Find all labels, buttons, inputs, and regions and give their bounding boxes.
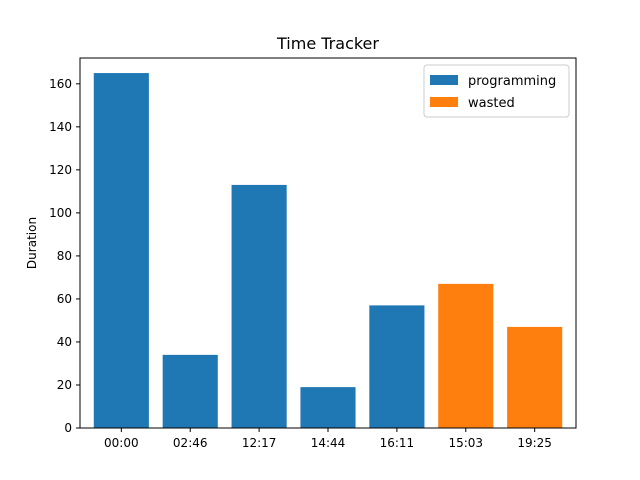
x-tick-label: 00:00	[104, 436, 139, 450]
bar-1217-programming	[231, 184, 287, 428]
x-tick-label: 12:17	[242, 436, 277, 450]
bar-1503-wasted	[438, 283, 494, 428]
legend-swatch-programming	[430, 75, 458, 85]
legend-label-programming: programming	[468, 74, 556, 89]
y-tick-label: 80	[57, 249, 72, 263]
bar-0246-programming	[162, 354, 218, 428]
legend-box	[423, 64, 570, 118]
x-axis: 00:00 02:46 12:17 14:44 16:11 15:03 19:25	[104, 428, 552, 450]
y-tick-label: 60	[57, 292, 72, 306]
chart-title: Time Tracker	[276, 34, 379, 53]
bar-1444-programming	[300, 387, 356, 428]
bar-0000-programming	[93, 73, 149, 428]
plot-frame	[79, 57, 577, 429]
bars-group	[93, 73, 563, 428]
y-axis: 0 20 40 60 80 100 120 140 160	[49, 77, 80, 435]
y-tick-label: 120	[49, 163, 72, 177]
y-tick-label: 40	[57, 335, 72, 349]
x-tick-label: 16:11	[380, 436, 415, 450]
x-tick-label: 15:03	[448, 436, 483, 450]
x-tick-label: 02:46	[173, 436, 208, 450]
y-axis-label: Duration	[25, 217, 39, 269]
legend: programming wasted	[423, 64, 570, 118]
y-tick-label: 100	[49, 206, 72, 220]
bar-1611-programming	[369, 305, 425, 428]
x-tick-label: 14:44	[311, 436, 346, 450]
y-tick-label: 160	[49, 77, 72, 91]
y-tick-label: 140	[49, 120, 72, 134]
y-tick-label: 0	[64, 421, 72, 435]
x-tick-label: 19:25	[517, 436, 552, 450]
legend-label-wasted: wasted	[468, 96, 515, 111]
y-tick-label: 20	[57, 378, 72, 392]
bar-1925-wasted	[507, 326, 563, 428]
legend-swatch-wasted	[430, 97, 458, 107]
